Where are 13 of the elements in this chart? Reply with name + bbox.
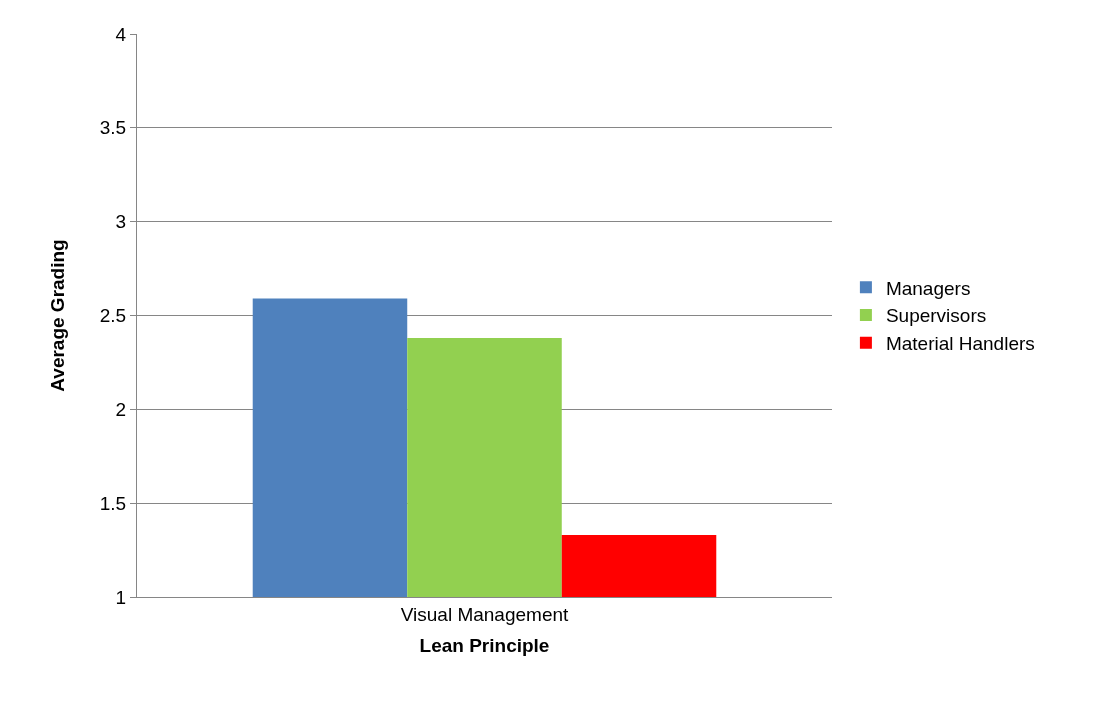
y-tick-label: 2 [115,398,127,420]
legend-label: Material Handlers [885,333,1035,355]
y-tick-label: 2.5 [99,305,127,327]
y-axis-title: Average Grading [46,239,68,392]
y-tick-label: 3.5 [99,117,127,139]
legend-label: Managers [885,277,971,299]
y-tick-label: 1.5 [99,492,127,514]
y-tick-label: 4 [115,23,127,45]
y-tick-label: 1 [115,586,127,608]
x-axis-title: Lean Principle [419,634,550,656]
x-tick-label: Visual Management [400,603,570,625]
y-tick-label: 3 [115,211,127,233]
legend-label: Supervisors [885,305,987,327]
